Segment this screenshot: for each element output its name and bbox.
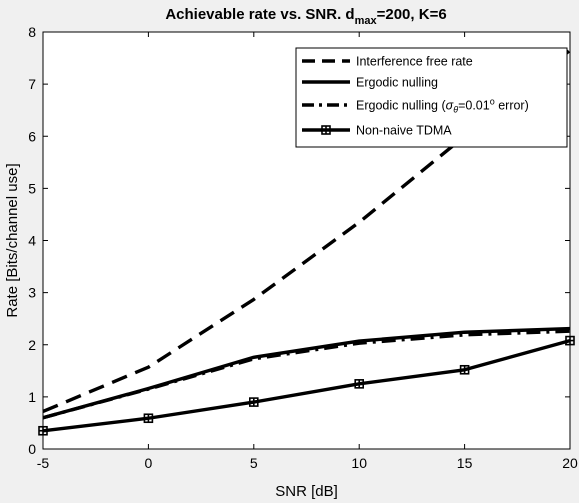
y-tick-label: 7 [28, 76, 36, 92]
chart-title: Achievable rate vs. SNR. dmax=200, K=6 [165, 6, 446, 27]
y-tick-label: 8 [28, 24, 36, 40]
y-axis-label: Rate [Bits/channel use] [4, 163, 21, 317]
y-tick-label: 1 [28, 389, 36, 405]
legend-entries [302, 59, 350, 135]
series-2 [42, 329, 571, 420]
legend-label-value: =0.01 [458, 99, 490, 113]
x-tick-label: -5 [37, 455, 50, 471]
legend-label-interference-free: Interference free rate [356, 55, 473, 69]
y-tick-label: 5 [28, 180, 36, 196]
legend: Interference free rate Ergodic nulling E… [295, 47, 568, 148]
y-tick-label: 4 [28, 233, 36, 249]
x-tick-label: 15 [457, 455, 473, 471]
legend-label-ergodic-nulling-error: Ergodic nulling (σθ=0.01o error) [356, 97, 529, 115]
x-tick-label: 20 [562, 455, 578, 471]
legend-label-tdma: Non-naive TDMA [356, 124, 452, 138]
series-line [42, 329, 571, 420]
x-tick-label: 0 [145, 455, 153, 471]
y-tick-label: 3 [28, 285, 36, 301]
legend-label-ergodic-nulling: Ergodic nulling [356, 76, 438, 90]
legend-label-theta: θ [453, 105, 458, 115]
legend-label-sigma: σ [446, 99, 454, 113]
chart-title-main: Achievable rate vs. SNR. d [165, 6, 354, 23]
legend-label-suffix: error) [495, 99, 529, 113]
y-tick-label: 6 [28, 128, 36, 144]
x-tick-label: 10 [351, 455, 367, 471]
legend-label-part: Ergodic nulling ( [356, 99, 446, 113]
y-tick-label: 2 [28, 337, 36, 353]
x-tick-label: 5 [250, 455, 258, 471]
plot-frame [42, 31, 571, 450]
y-tick-label: 0 [28, 441, 36, 457]
x-axis-label: SNR [dB] [275, 483, 338, 500]
series-line [42, 338, 571, 433]
legend-label-degree: o [490, 97, 495, 107]
chart-title-subscript: max [355, 15, 378, 27]
chart-title-suffix: =200, K=6 [377, 6, 447, 23]
